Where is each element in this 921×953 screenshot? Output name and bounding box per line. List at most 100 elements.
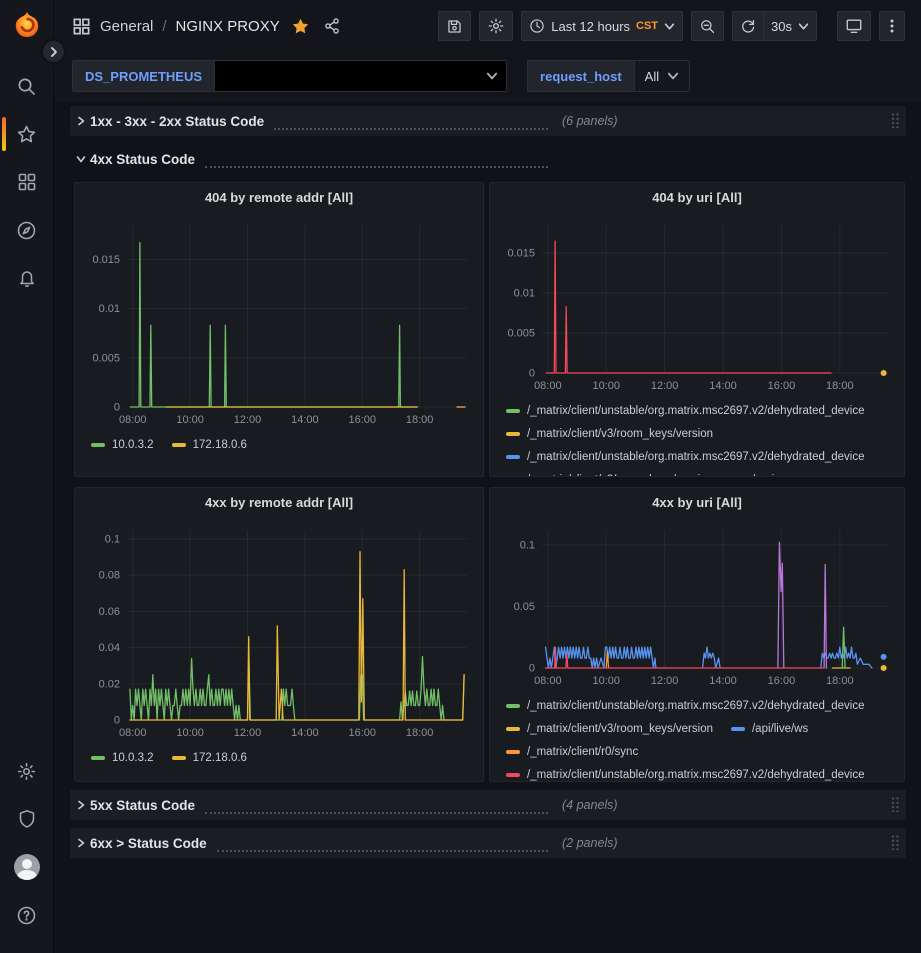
time-range-picker[interactable]: Last 12 hours CST bbox=[521, 11, 684, 41]
sidebar-item-dashboards[interactable] bbox=[0, 158, 54, 206]
sidebar-item-help[interactable] bbox=[0, 891, 54, 939]
legend-row: /_matrix/client/v3/room_keys/version/sw.… bbox=[506, 468, 898, 477]
row-title[interactable]: 5xx Status Code bbox=[90, 797, 196, 813]
legend-item[interactable]: /_matrix/client/v3/room_keys/version bbox=[506, 428, 713, 440]
drag-handle-icon[interactable] bbox=[890, 834, 902, 853]
row-title[interactable]: 6xx > Status Code bbox=[90, 835, 207, 851]
time-series-chart[interactable]: 08:00 10:00 12:00 14:00 16:00 18:00 0 0.02 0.04 0… bbox=[81, 520, 475, 744]
toolbar: Last 12 hours CST 30s bbox=[438, 11, 905, 41]
svg-text:0.02: 0.02 bbox=[99, 678, 120, 690]
panel-title[interactable]: 4xx by remote addr [All] bbox=[204, 494, 354, 510]
legend-series-swatch bbox=[730, 726, 745, 731]
refresh-interval-select[interactable]: 30s bbox=[763, 11, 817, 41]
legend-item[interactable]: 10.0.3.2 bbox=[91, 752, 154, 764]
time-series-chart[interactable]: 08:00 10:00 12:00 14:00 16:00 18:00 0 0.005 0.01… bbox=[496, 215, 896, 397]
panel-404-by-remote-addr: 404 by remote addr [All] 08:00 10:00 12:00 1… bbox=[74, 182, 484, 477]
legend-series-swatch bbox=[91, 755, 105, 760]
legend-item[interactable]: /_matrix/client/unstable/org.matrix.msc2… bbox=[506, 700, 865, 712]
legend-series-swatch bbox=[506, 431, 520, 436]
legend-row: /_matrix/client/unstable/org.matrix.msc2… bbox=[506, 694, 898, 717]
svg-text:16:00: 16:00 bbox=[768, 675, 796, 687]
svg-text:18:00: 18:00 bbox=[406, 727, 434, 739]
legend-series-label: 172.18.0.6 bbox=[192, 438, 247, 451]
svg-text:10:00: 10:00 bbox=[176, 727, 204, 739]
time-series-chart[interactable]: 08:00 10:00 12:00 14:00 16:00 18:00 0 0.005 0.01… bbox=[81, 215, 475, 431]
row-title[interactable]: 4xx Status Code bbox=[90, 151, 196, 167]
grafana-logo[interactable] bbox=[12, 10, 42, 40]
legend-item[interactable]: 172.18.0.6 bbox=[171, 438, 247, 451]
svg-text:0: 0 bbox=[529, 368, 535, 380]
variable-ds-label[interactable]: DS_PROMETHEUS bbox=[72, 60, 215, 92]
share-icon[interactable] bbox=[323, 17, 341, 35]
row-title[interactable]: 1xx - 3xx - 2xx Status Code bbox=[90, 113, 265, 129]
legend-item[interactable]: 10.0.3.2 bbox=[91, 439, 154, 451]
legend-row: /_matrix/client/unstable/org.matrix.msc2… bbox=[506, 445, 898, 468]
sidebar-item-search[interactable] bbox=[0, 62, 54, 110]
avatar bbox=[13, 854, 40, 880]
svg-text:08:00: 08:00 bbox=[534, 380, 562, 392]
variable-host-label[interactable]: request_host bbox=[527, 60, 634, 92]
time-series-chart[interactable]: 08:00 10:00 12:00 14:00 16:00 18:00 0 0.05 0.1 bbox=[496, 520, 896, 692]
star-filled-icon[interactable] bbox=[291, 17, 310, 36]
variable-host-value-select[interactable]: All bbox=[633, 60, 691, 92]
legend-series-label: /_matrix/client/unstable/org.matrix.msc2… bbox=[527, 404, 865, 417]
tv-mode-button[interactable] bbox=[837, 11, 871, 41]
svg-text:12:00: 12:00 bbox=[651, 380, 679, 392]
zoom-out-button[interactable] bbox=[691, 11, 725, 41]
legend-series-swatch bbox=[506, 749, 520, 754]
chevron-right-icon[interactable] bbox=[72, 838, 90, 848]
svg-text:12:00: 12:00 bbox=[651, 675, 679, 687]
sidebar-item-configuration[interactable] bbox=[0, 747, 54, 795]
panel-title[interactable]: 404 by remote addr [All] bbox=[204, 189, 354, 205]
legend-item[interactable]: 172.18.0.6 bbox=[171, 752, 247, 764]
sidebar-item-alerting[interactable] bbox=[0, 254, 54, 302]
sidebar-expand-button[interactable] bbox=[40, 38, 67, 65]
svg-text:14:00: 14:00 bbox=[291, 414, 319, 426]
legend-item[interactable]: /api/live/ws bbox=[730, 723, 808, 735]
drag-handle-icon[interactable] bbox=[890, 796, 902, 815]
sidebar-item-explore[interactable] bbox=[0, 206, 54, 254]
panel-title[interactable]: 4xx by uri [All] bbox=[652, 494, 742, 510]
legend-item[interactable]: /_matrix/client/v3/room_keys/version bbox=[506, 723, 713, 735]
variable-ds-value-select[interactable] bbox=[214, 60, 508, 92]
svg-text:16:00: 16:00 bbox=[768, 380, 796, 392]
drag-handle-icon[interactable] bbox=[890, 112, 902, 131]
svg-text:0.04: 0.04 bbox=[99, 642, 120, 654]
help-icon bbox=[17, 906, 36, 924]
svg-text:0.08: 0.08 bbox=[99, 570, 120, 582]
svg-text:16:00: 16:00 bbox=[349, 727, 377, 739]
chevron-down-icon[interactable] bbox=[72, 154, 90, 164]
monitor-icon bbox=[846, 19, 862, 33]
svg-text:14:00: 14:00 bbox=[291, 727, 319, 739]
legend-item[interactable]: /_matrix/client/v3/room_keys/version bbox=[506, 474, 713, 477]
chevron-right-icon[interactable] bbox=[72, 116, 90, 126]
row-dotted-leader bbox=[274, 113, 548, 130]
breadcrumb-section[interactable]: General bbox=[100, 17, 154, 35]
sidebar-item-starred[interactable] bbox=[0, 110, 54, 158]
legend-item[interactable]: /_matrix/client/r0/sync bbox=[506, 746, 638, 758]
row-5xx: 5xx Status Code (4 panels) bbox=[70, 790, 906, 820]
legend-row: /_matrix/client/unstable/org.matrix.msc2… bbox=[506, 763, 898, 781]
dashboard-title[interactable]: NGINX PROXY bbox=[175, 17, 280, 35]
dashboard-settings-button[interactable] bbox=[479, 11, 514, 41]
legend-series-swatch bbox=[171, 755, 186, 760]
chevron-right-icon bbox=[50, 46, 57, 57]
svg-text:0: 0 bbox=[529, 663, 535, 675]
panel-title[interactable]: 404 by uri [All] bbox=[652, 189, 742, 205]
save-dashboard-button[interactable] bbox=[438, 11, 472, 41]
legend-series-swatch bbox=[506, 703, 520, 708]
legend-series-swatch bbox=[506, 408, 520, 413]
legend-item[interactable]: /sw.js bbox=[731, 474, 780, 477]
time-range-label: Last 12 hours bbox=[551, 18, 631, 34]
svg-text:0.005: 0.005 bbox=[507, 328, 535, 340]
legend-item[interactable]: /_matrix/client/unstable/org.matrix.msc2… bbox=[506, 405, 865, 417]
chevron-down-icon bbox=[668, 72, 679, 80]
more-options-button[interactable] bbox=[879, 11, 905, 41]
chevron-right-icon[interactable] bbox=[72, 800, 90, 810]
svg-text:16:00: 16:00 bbox=[349, 414, 377, 426]
legend-item[interactable]: /_matrix/client/unstable/org.matrix.msc2… bbox=[506, 451, 865, 463]
sidebar-item-profile[interactable] bbox=[0, 843, 54, 891]
legend-item[interactable]: /_matrix/client/unstable/org.matrix.msc2… bbox=[506, 769, 865, 781]
sidebar-item-server-admin[interactable] bbox=[0, 795, 54, 843]
refresh-button[interactable] bbox=[732, 11, 764, 41]
